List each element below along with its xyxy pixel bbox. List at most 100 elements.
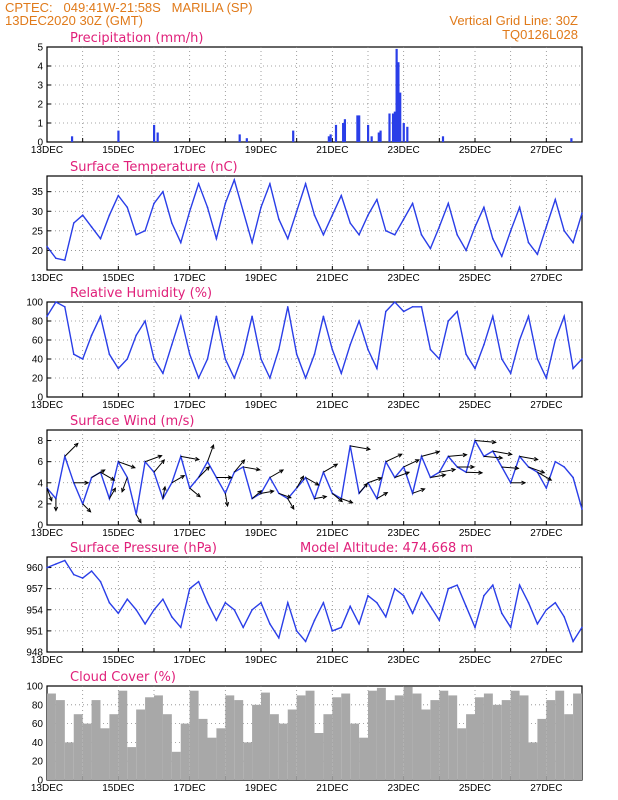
y-tick-label: 0 — [37, 138, 43, 149]
wind-arrow — [474, 439, 497, 445]
cloud-bar — [73, 714, 83, 780]
cloud-bar — [216, 728, 226, 780]
series-point — [536, 623, 539, 625]
x-tick-label: 21DEC — [316, 273, 348, 284]
series-point — [286, 305, 289, 308]
x-tick-label: 15DEC — [102, 273, 134, 284]
series-point — [251, 241, 253, 244]
x-tick-label: 19DEC — [245, 273, 277, 284]
precip-bar — [156, 132, 159, 142]
cloud-bar — [394, 695, 404, 780]
wind-arrow — [341, 498, 354, 504]
x-tick-label: 19DEC — [245, 400, 277, 411]
series-point — [474, 367, 476, 370]
y-tick-label: 40 — [32, 355, 44, 366]
x-tick-label: 23DEC — [388, 528, 420, 539]
series-point — [500, 358, 503, 360]
series-point — [420, 305, 423, 308]
wind-arrow — [64, 442, 79, 457]
series-point — [322, 315, 325, 318]
cloud-bar — [269, 714, 279, 780]
series-point — [509, 626, 512, 629]
y-tick-label: 100 — [26, 298, 43, 309]
cloud-bar — [145, 697, 154, 780]
wind-arrow — [135, 514, 142, 524]
cloud-bar — [430, 700, 440, 780]
series-point — [99, 580, 102, 583]
cloud-bar — [466, 714, 475, 780]
wind-arrow — [367, 476, 383, 484]
series-point — [144, 320, 146, 322]
cloud-bar — [332, 697, 342, 780]
x-tick-label: 27DEC — [530, 273, 562, 284]
series-point — [411, 612, 414, 615]
series-point — [81, 358, 84, 360]
series-point — [233, 179, 236, 181]
cloud-bar — [314, 733, 324, 780]
cloud-bar — [109, 714, 119, 780]
series-point — [64, 259, 66, 262]
series-point — [313, 214, 316, 216]
wind-arrow — [260, 489, 275, 494]
series-point — [135, 233, 137, 236]
wind-arrow — [91, 469, 106, 478]
wind-arrow — [376, 492, 389, 500]
x-tick-label: 21DEC — [316, 655, 348, 666]
x-tick-label: 25DEC — [459, 400, 491, 411]
x-tick-label: 17DEC — [174, 655, 206, 666]
x-tick-label: 19DEC — [245, 783, 277, 794]
series-point — [179, 241, 182, 244]
series-point — [126, 206, 129, 209]
cloud-bar — [412, 693, 422, 780]
panel-1: 13DEC 15DEC 17DEC 19DEC 21DEC 23DEC 25DEC 27DEC… — [31, 31, 583, 156]
wind-arrow — [118, 461, 136, 469]
y-tick-label: 20 — [32, 757, 44, 768]
series-point — [385, 616, 387, 618]
series-point — [572, 640, 574, 643]
x-tick-label: 23DEC — [388, 783, 420, 794]
wind-arrow — [305, 477, 320, 486]
series-point — [135, 334, 137, 337]
series-point — [340, 194, 343, 197]
series-point — [126, 598, 129, 601]
x-tick-label: 21DEC — [316, 145, 348, 156]
series-point — [447, 202, 450, 205]
series-point — [438, 226, 441, 228]
cloud-bar — [403, 686, 413, 780]
series-point — [554, 339, 557, 341]
wind-arrow — [216, 475, 233, 480]
series-point — [563, 230, 565, 232]
series-point — [55, 257, 57, 260]
model-altitude-label: Model Altitude: 474.668 m — [300, 541, 473, 556]
y-tick-label: 2 — [37, 100, 43, 111]
cloud-bar — [64, 742, 74, 780]
series-point — [108, 353, 111, 356]
meteogram-panels: 13DEC 15DEC 17DEC 19DEC 21DEC 23DEC 25DEC 27DEC… — [26, 31, 583, 794]
precip-bar — [406, 126, 409, 142]
precip-bar — [393, 111, 396, 142]
series-point — [527, 601, 530, 604]
series-point — [171, 343, 173, 346]
panel-title: Relative Humidity (%) — [70, 286, 212, 301]
series-point — [367, 348, 369, 351]
series-point — [135, 608, 137, 611]
precip-bar — [153, 124, 156, 142]
series-point — [108, 601, 111, 604]
series-point — [447, 587, 450, 590]
y-tick-label: 954 — [26, 605, 43, 616]
series-point — [260, 601, 262, 604]
series-point — [206, 206, 209, 209]
wind-arrow — [180, 455, 201, 462]
series-point — [278, 637, 280, 639]
y-tick-label: 40 — [32, 738, 44, 749]
series-point — [144, 230, 146, 232]
cloud-bar — [350, 723, 360, 780]
wind-arrow — [403, 459, 420, 468]
series-point — [393, 233, 396, 236]
wind-arrow — [287, 498, 295, 510]
wind-arrow — [492, 450, 513, 457]
series-point — [269, 377, 271, 379]
precip-bar — [399, 92, 402, 142]
wind-arrow — [100, 471, 116, 481]
series-point — [340, 626, 343, 629]
